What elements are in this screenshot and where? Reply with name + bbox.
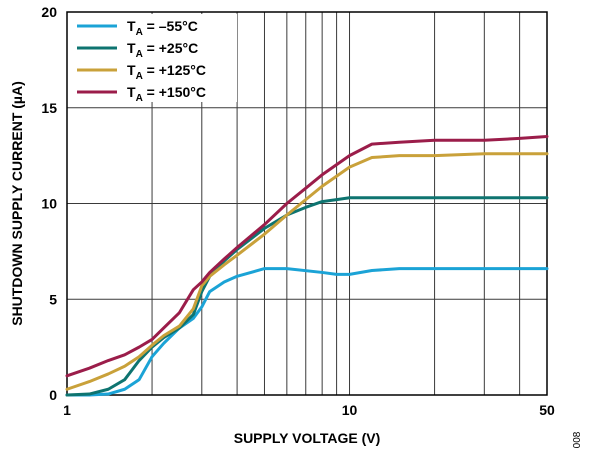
- x-axis-ticks: 1 10 50: [63, 402, 555, 418]
- x-tick-label: 1: [63, 402, 71, 418]
- legend-label: TA = –55°C: [127, 18, 198, 38]
- y-tick-label: 20: [41, 4, 57, 20]
- series-line: [65, 152, 549, 391]
- x-tick-label: 50: [539, 402, 555, 418]
- series-line: [65, 196, 549, 397]
- x-tick-label: 10: [342, 402, 358, 418]
- y-tick-label: 0: [49, 387, 57, 403]
- series-line: [65, 134, 549, 378]
- x-axis-title: SUPPLY VOLTAGE (V): [234, 430, 381, 446]
- legend: TA = –55°CTA = +25°CTA = +125°CTA = +150…: [69, 14, 237, 104]
- y-tick-label: 10: [41, 196, 57, 212]
- legend-label: TA = +150°C: [127, 84, 206, 104]
- y-axis-ticks: 0 5 10 15 20: [41, 4, 57, 403]
- legend-label: TA = +25°C: [127, 40, 198, 60]
- legend-label: TA = +125°C: [127, 62, 206, 82]
- plot-frame: [66, 11, 548, 396]
- series-group: [65, 134, 549, 397]
- figure-id: 008: [572, 431, 583, 448]
- y-tick-label: 5: [49, 291, 57, 307]
- y-axis-title: SHUTDOWN SUPPLY CURRENT (µA): [9, 81, 25, 326]
- legend-box: [69, 14, 237, 102]
- series-line: [65, 267, 549, 397]
- y-tick-label: 15: [41, 100, 57, 116]
